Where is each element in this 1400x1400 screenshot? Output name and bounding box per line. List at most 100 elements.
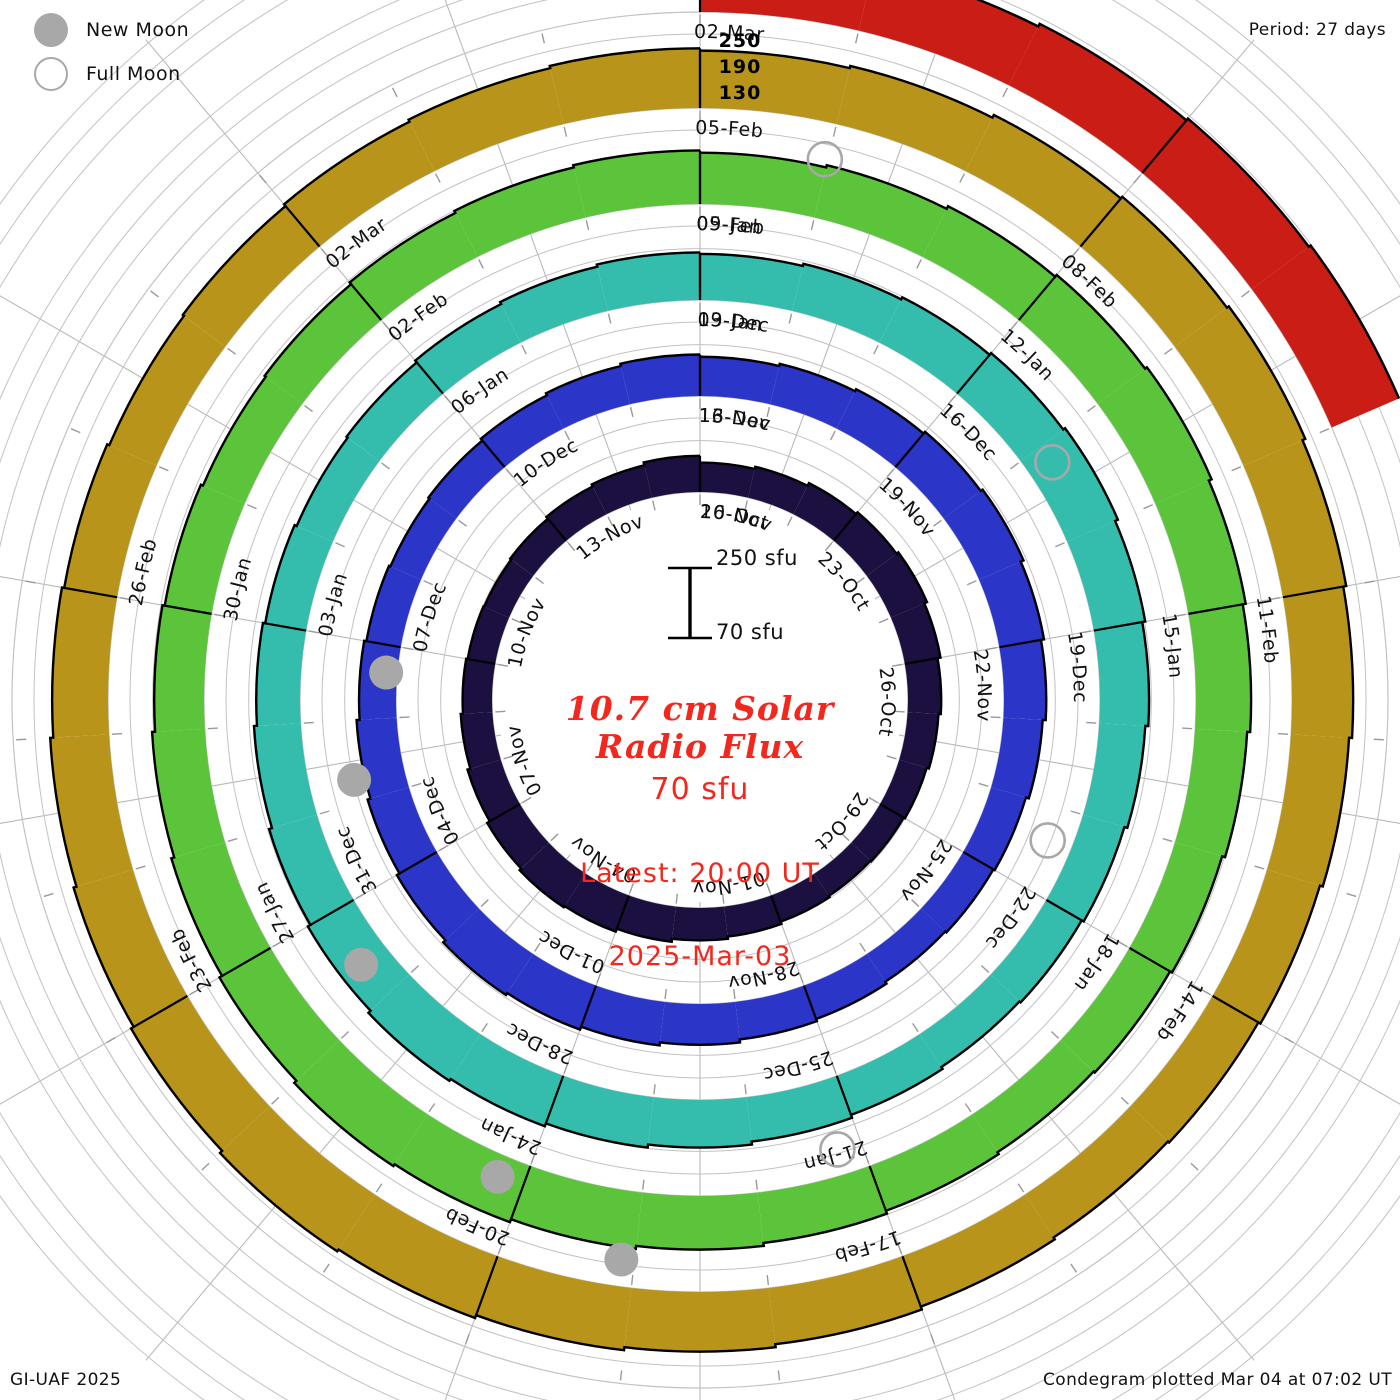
full-moon-marker[interactable] [806,140,844,178]
flux-segment[interactable] [1267,734,1350,887]
flux-segment[interactable] [700,253,803,311]
flux-segment[interactable] [219,1106,375,1252]
flux-segment[interactable] [771,873,830,922]
flux-segment[interactable] [972,1040,1094,1153]
flux-segment[interactable] [1155,480,1246,614]
flux-segment[interactable] [957,353,1064,462]
new-moon-marker[interactable] [337,762,372,797]
flux-segment[interactable] [965,114,1121,247]
flux-segment[interactable] [922,206,1056,321]
flux-segment[interactable] [507,953,597,1030]
flux-segment[interactable] [858,0,1039,86]
flux-segment[interactable] [999,639,1047,721]
flux-segment[interactable] [735,985,817,1040]
flux-segment[interactable] [219,948,340,1081]
flux-segment[interactable] [979,561,1044,648]
flux-segment[interactable] [1188,604,1252,733]
flux-segment[interactable] [338,1194,498,1319]
flux-segment[interactable] [596,252,700,311]
flux-segment[interactable] [1251,245,1399,428]
flux-segment[interactable] [154,605,212,732]
flux-segment[interactable] [1212,869,1320,1024]
flux-segment[interactable] [879,297,990,394]
flux-segment[interactable] [367,787,437,874]
flux-segment[interactable] [73,869,188,1027]
flux-segment[interactable] [368,974,481,1081]
flux-segment[interactable] [943,489,1024,580]
flux-segment[interactable] [793,483,857,541]
full-moon-marker[interactable] [1029,822,1066,859]
flux-segment[interactable] [963,787,1026,871]
flux-segment[interactable] [1083,723,1146,828]
flux-segment[interactable] [899,712,939,769]
flux-segment[interactable] [564,873,629,932]
flux-segment[interactable] [700,356,780,405]
flux-segment[interactable] [182,206,320,347]
full-moon-marker[interactable] [819,1131,856,1168]
flux-segment[interactable] [1283,586,1354,738]
flux-segment[interactable] [836,1034,943,1115]
flux-segment[interactable] [616,895,676,942]
flux-segment[interactable] [476,1256,632,1351]
flux-segment[interactable] [700,0,873,31]
flux-segment[interactable] [921,852,994,933]
flux-segment[interactable] [1097,367,1212,504]
flux-segment[interactable] [460,712,501,769]
flux-segment[interactable] [902,1194,1055,1307]
flux-segment[interactable] [890,603,941,664]
flux-segment[interactable] [904,658,942,715]
flux-segment[interactable] [643,455,700,498]
flux-segment[interactable] [1046,814,1125,922]
flux-segment[interactable] [866,552,928,618]
flux-segment[interactable] [269,814,354,925]
flux-segment[interactable] [867,908,946,982]
new-moon-marker[interactable] [369,655,404,690]
flux-segment[interactable] [549,48,700,124]
flux-segment[interactable] [510,518,567,576]
flux-segment[interactable] [581,985,665,1046]
flux-segment[interactable] [546,486,607,541]
flux-segment[interactable] [349,212,478,321]
flux-segment[interactable] [990,900,1082,1003]
flux-segment[interactable] [284,121,435,247]
flux-segment[interactable] [415,304,521,394]
flux-segment[interactable] [636,1192,764,1250]
flux-segment[interactable] [50,734,133,887]
flux-segment[interactable] [836,65,993,171]
flux-segment[interactable] [171,842,271,976]
flux-segment[interactable] [428,440,505,519]
flux-segment[interactable] [1008,23,1187,173]
flux-segment[interactable] [52,587,117,738]
flux-segment[interactable] [64,444,157,598]
flux-segment[interactable] [770,363,856,429]
flux-segment[interactable] [648,1097,752,1148]
flux-segment[interactable] [294,1040,428,1167]
flux-segment[interactable] [919,974,1020,1067]
flux-segment[interactable] [164,484,245,614]
flux-segment[interactable] [792,263,902,343]
flux-segment[interactable] [836,389,924,468]
new-moon-marker[interactable] [344,947,379,982]
flux-segment[interactable] [700,152,827,218]
flux-segment[interactable] [624,1287,776,1352]
flux-segment[interactable] [480,395,564,468]
flux-segment[interactable] [394,1114,531,1223]
flux-segment[interactable] [1175,728,1248,858]
flux-segment[interactable] [519,842,586,908]
flux-segment[interactable] [1020,428,1118,542]
flux-segment[interactable] [264,284,382,404]
flux-segment[interactable] [991,717,1043,799]
flux-segment[interactable] [1080,196,1227,347]
flux-segment[interactable] [1018,274,1146,404]
flux-segment[interactable] [487,804,549,869]
flux-segment[interactable] [700,50,850,124]
flux-segment[interactable] [462,658,496,714]
flux-segment[interactable] [202,376,303,504]
flux-segment[interactable] [880,759,927,819]
flux-segment[interactable] [746,1075,853,1142]
flux-segment[interactable] [1243,440,1347,598]
flux-segment[interactable] [1060,948,1171,1073]
flux-segment[interactable] [1142,118,1309,290]
flux-segment[interactable] [659,1001,741,1045]
